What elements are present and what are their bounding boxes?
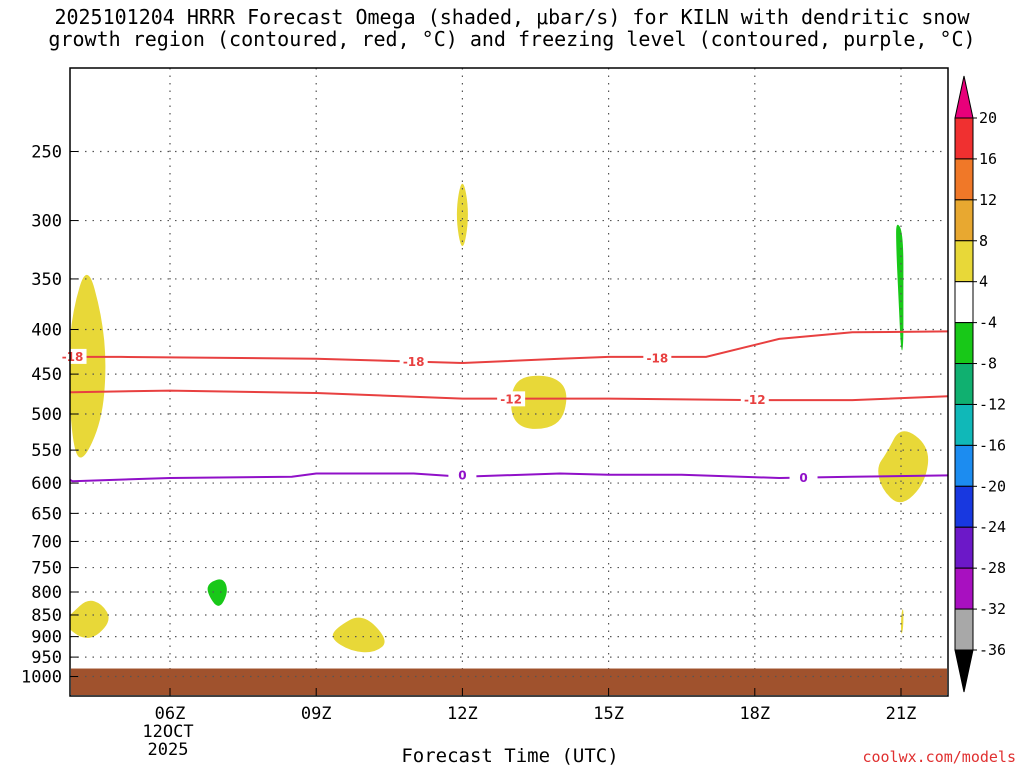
colorbar: 20 16 12 8 4 -4 -8 -12 -16 -20 -24 -28 -32 -36 (954, 75, 1006, 693)
y-tick-label: 850 (31, 606, 62, 626)
y-tick-label: 250 (31, 143, 62, 163)
contour-label: -18 (646, 352, 668, 366)
y-tick-label: 800 (31, 583, 62, 603)
colorbar-label: 16 (979, 150, 997, 168)
contour-label: 0 (458, 468, 466, 482)
omega-region (70, 274, 106, 458)
colorbar-box (954, 281, 974, 324)
y-tick-label: 500 (31, 405, 62, 425)
contour-label-bg (643, 350, 672, 366)
colorbar-label: -16 (979, 436, 1006, 454)
omega-shading (70, 183, 947, 695)
colorbar-box (954, 158, 974, 201)
x-tick-label: 21Z (886, 704, 917, 724)
colorbar-max-arrow (954, 75, 974, 119)
x-tick-year: 2025 (148, 740, 189, 760)
colorbar-box (954, 117, 974, 160)
colorbar-label: -32 (979, 600, 1006, 618)
colorbar-box (954, 485, 974, 528)
x-axis-label: Forecast Time (UTC) (401, 745, 619, 767)
omega-region (511, 375, 567, 429)
contour-label: -12 (744, 393, 766, 407)
colorbar-label: 8 (979, 232, 988, 250)
omega-region (456, 183, 468, 247)
colorbar-box (954, 567, 974, 610)
colorbar-box (954, 363, 974, 405)
y-tick-label: 900 (31, 628, 62, 648)
contour-label-bg (789, 469, 818, 485)
x-tick-date: 12OCT (142, 722, 193, 742)
title-line-1: 2025101204 HRRR Forecast Omega (shaded, … (54, 5, 970, 29)
contour-label: -18 (403, 355, 425, 369)
colorbar-box (954, 199, 974, 242)
plot-frame (69, 67, 949, 697)
colorbar-box (954, 240, 974, 283)
contour-label-bg (448, 467, 477, 483)
colorbar-label: -12 (979, 395, 1006, 413)
y-tick-label: 750 (31, 559, 62, 579)
colorbar-label: -36 (979, 641, 1006, 659)
contour-line (70, 330, 949, 365)
colorbar-label: -8 (979, 355, 997, 373)
contour-label: 0 (799, 471, 807, 485)
colorbar-min-arrow (954, 649, 974, 693)
omega-region (207, 579, 227, 606)
y-tick-label: 950 (31, 648, 62, 668)
colorbar-box (954, 322, 974, 365)
contour-line (70, 389, 949, 402)
omega-region (70, 600, 109, 638)
colorbar-box (954, 444, 974, 487)
x-tick-label: 06Z (155, 704, 186, 724)
grid (70, 68, 948, 678)
colorbar-box (954, 526, 974, 569)
colorbar-label: -28 (979, 559, 1006, 577)
y-tick-label: 550 (31, 441, 62, 461)
surface-fill (71, 668, 947, 695)
colorbar-label: 4 (979, 273, 988, 291)
y-tick-label: 600 (31, 474, 62, 494)
colorbar-label: -4 (979, 314, 997, 332)
x-tick-label: 15Z (593, 704, 624, 724)
contour-label-bg (740, 392, 769, 408)
contour-label-bg (399, 354, 428, 370)
omega-region (901, 609, 904, 634)
x-tick-label: 12Z (447, 704, 478, 724)
omega-region (332, 617, 385, 653)
y-tick-label: 400 (31, 321, 62, 341)
y-tick-label: 350 (31, 270, 62, 290)
contour-label: -18 (62, 350, 84, 364)
credit-link[interactable]: coolwx.com/models (862, 748, 1016, 766)
y-tick-label: 450 (31, 365, 62, 385)
y-tick-label: 1000 (21, 668, 62, 688)
colorbar-label: 20 (979, 109, 997, 127)
colorbar-box (954, 608, 974, 651)
colorbar-label: -24 (979, 518, 1006, 536)
frame-border (69, 67, 949, 697)
contour-label: -12 (500, 392, 522, 406)
y-tick-label: 650 (31, 504, 62, 524)
omega-region (878, 431, 929, 503)
contour-label-bg (497, 391, 526, 407)
x-tick-label: 18Z (739, 704, 770, 724)
y-tick-label: 700 (31, 532, 62, 552)
y-axis: 2503003504004505005506006507007508008509… (21, 143, 78, 688)
colorbar-box (954, 403, 974, 446)
x-tick-label: 09Z (301, 704, 332, 724)
y-tick-label: 300 (31, 212, 62, 232)
contour-label-bg (58, 348, 87, 364)
colorbar-label: 12 (979, 191, 997, 209)
chart-title: 2025101204 HRRR Forecast Omega (shaded, … (0, 6, 1024, 50)
title-line-2: growth region (contoured, red, °C) and f… (48, 27, 976, 51)
contours: -18 -18 -18 -12 -12 0 0 (58, 330, 949, 485)
colorbar-label: -20 (979, 477, 1006, 495)
